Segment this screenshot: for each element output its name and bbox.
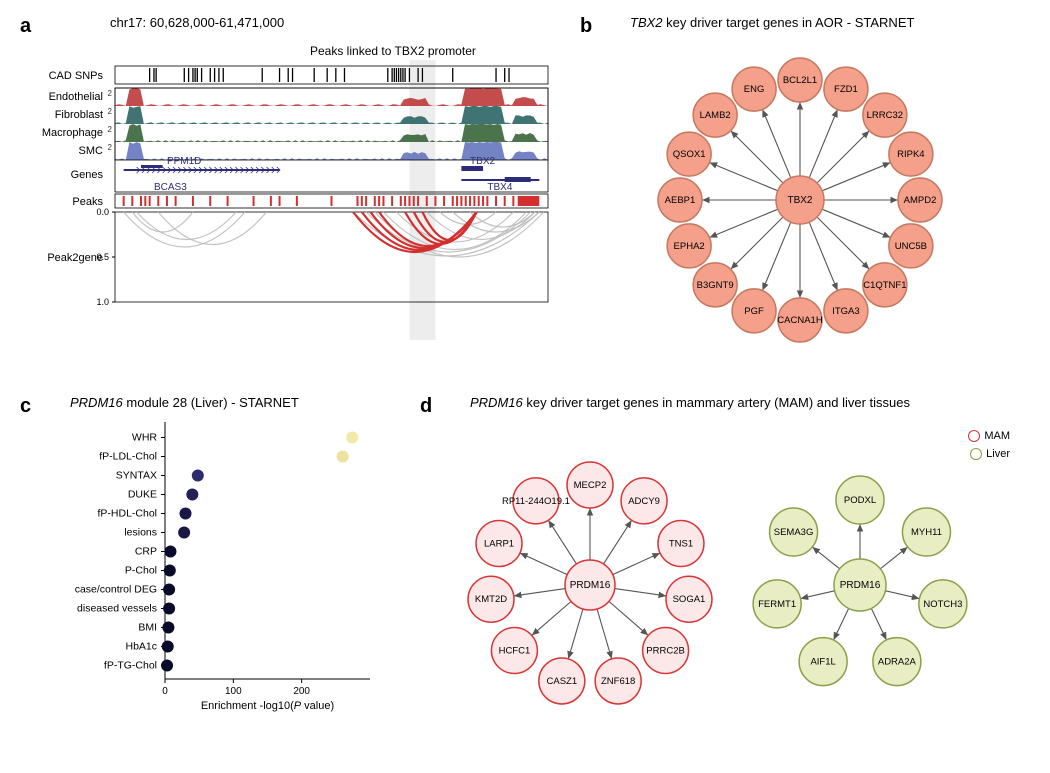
svg-text:case/control DEG: case/control DEG (75, 584, 157, 596)
svg-text:B3GNT9: B3GNT9 (697, 280, 734, 291)
svg-text:AMPD2: AMPD2 (904, 195, 937, 206)
svg-text:LARP1: LARP1 (484, 538, 514, 549)
svg-text:PODXL: PODXL (844, 495, 876, 506)
svg-text:MYH11: MYH11 (911, 527, 942, 538)
panel-b-network: b TBX2 key driver target genes in AOR - … (590, 20, 1010, 350)
panel-d-svg: MECP2 ADCY9 TNS1 SOGA1 PRRC2B ZNF618 CASZ1 HCFC… (430, 400, 1020, 740)
svg-text:WHR: WHR (132, 432, 157, 444)
svg-text:FERMT1: FERMT1 (758, 599, 796, 610)
svg-text:P-Chol: P-Chol (125, 565, 157, 577)
svg-text:RIPK4: RIPK4 (897, 149, 924, 160)
svg-text:DUKE: DUKE (128, 489, 157, 501)
svg-text:BCL2L1: BCL2L1 (783, 75, 817, 86)
svg-text:100: 100 (225, 686, 242, 697)
svg-text:AIF1L: AIF1L (810, 657, 835, 668)
svg-text:CACNA1H: CACNA1H (777, 315, 823, 326)
svg-text:QSOX1: QSOX1 (673, 149, 706, 160)
svg-text:PRDM16: PRDM16 (570, 580, 611, 591)
svg-text:RP11-244O19.1: RP11-244O19.1 (502, 496, 570, 507)
svg-text:ENG: ENG (744, 84, 765, 95)
svg-text:0: 0 (162, 686, 168, 697)
svg-text:ZNF618: ZNF618 (601, 676, 635, 687)
svg-text:Enrichment -log10(P value): Enrichment -log10(P value) (201, 700, 334, 712)
svg-text:TNS1: TNS1 (669, 538, 693, 549)
svg-text:BCAS3: BCAS3 (154, 182, 187, 193)
svg-text:LAMB2: LAMB2 (700, 110, 731, 121)
svg-text:CRP: CRP (135, 546, 157, 558)
svg-text:2: 2 (108, 125, 113, 134)
svg-text:CASZ1: CASZ1 (547, 676, 578, 687)
svg-text:Endothelial: Endothelial (49, 91, 103, 103)
svg-text:1.0: 1.0 (96, 297, 109, 307)
svg-text:2: 2 (108, 107, 113, 116)
svg-text:200: 200 (293, 686, 310, 697)
svg-text:HCFC1: HCFC1 (499, 645, 531, 656)
svg-text:Genes: Genes (71, 169, 104, 181)
svg-text:TBX2: TBX2 (470, 156, 495, 167)
svg-text:SMC: SMC (79, 145, 104, 157)
svg-text:PPM1D: PPM1D (167, 156, 201, 167)
svg-text:EPHA2: EPHA2 (674, 241, 705, 252)
svg-text:Macrophage: Macrophage (42, 127, 103, 139)
svg-text:CAD SNPs: CAD SNPs (49, 70, 104, 82)
svg-text:SEMA3G: SEMA3G (774, 527, 814, 538)
svg-text:SOGA1: SOGA1 (673, 594, 706, 605)
panel-c-svg: 0 100 200 Enrichment -log10(P value) WHR fP-L… (30, 400, 400, 740)
svg-text:ADRA2A: ADRA2A (878, 657, 917, 668)
svg-text:diseased vessels: diseased vessels (77, 603, 157, 615)
panel-d-networks: d PRDM16 key driver target genes in mamm… (430, 400, 1020, 740)
panel-a-genome-browser: a chr17: 60,628,000-61,471,000 Peaks lin… (30, 20, 560, 350)
svg-text:NOTCH3: NOTCH3 (923, 599, 962, 610)
svg-text:Fibroblast: Fibroblast (55, 109, 103, 121)
svg-text:Peaks: Peaks (72, 196, 103, 208)
svg-text:0.0: 0.0 (96, 207, 109, 217)
svg-text:TBX2: TBX2 (787, 195, 812, 206)
svg-text:BMI: BMI (138, 622, 157, 634)
svg-text:MECP2: MECP2 (574, 480, 607, 491)
svg-text:2: 2 (108, 143, 113, 152)
svg-text:LRRC32: LRRC32 (867, 110, 903, 121)
svg-text:PGF: PGF (744, 306, 764, 317)
svg-text:fP-HDL-Chol: fP-HDL-Chol (97, 508, 157, 520)
svg-text:2: 2 (108, 89, 113, 98)
svg-text:fP-LDL-Chol: fP-LDL-Chol (99, 451, 157, 463)
panel-b-svg: BCL2L1 FZD1 LRRC32 RIPK4 AMPD2 UNC5B C1QTNF1 IT… (590, 20, 1010, 350)
svg-text:C1QTNF1: C1QTNF1 (863, 280, 906, 291)
svg-text:lesions: lesions (124, 527, 157, 539)
panel-a-svg: 2222PPM1DBCAS3TBX2TBX40.00.51.0CAD SNPsE… (30, 20, 560, 350)
svg-text:KMT2D: KMT2D (475, 594, 507, 605)
panel-c-dotplot: c PRDM16 module 28 (Liver) - STARNET 010… (30, 400, 400, 740)
svg-text:SYNTAX: SYNTAX (116, 470, 157, 482)
svg-text:fP-TG-Chol: fP-TG-Chol (104, 660, 157, 672)
svg-text:PRDM16: PRDM16 (840, 580, 881, 591)
svg-text:Peak2gene: Peak2gene (47, 252, 103, 264)
svg-text:HbA1c: HbA1c (125, 641, 157, 653)
svg-text:AEBP1: AEBP1 (665, 195, 696, 206)
svg-text:ITGA3: ITGA3 (832, 306, 859, 317)
svg-text:ADCY9: ADCY9 (628, 496, 660, 507)
svg-text:PRRC2B: PRRC2B (646, 645, 685, 656)
svg-text:TBX4: TBX4 (487, 182, 512, 193)
svg-text:FZD1: FZD1 (834, 84, 858, 95)
svg-text:UNC5B: UNC5B (895, 241, 927, 252)
